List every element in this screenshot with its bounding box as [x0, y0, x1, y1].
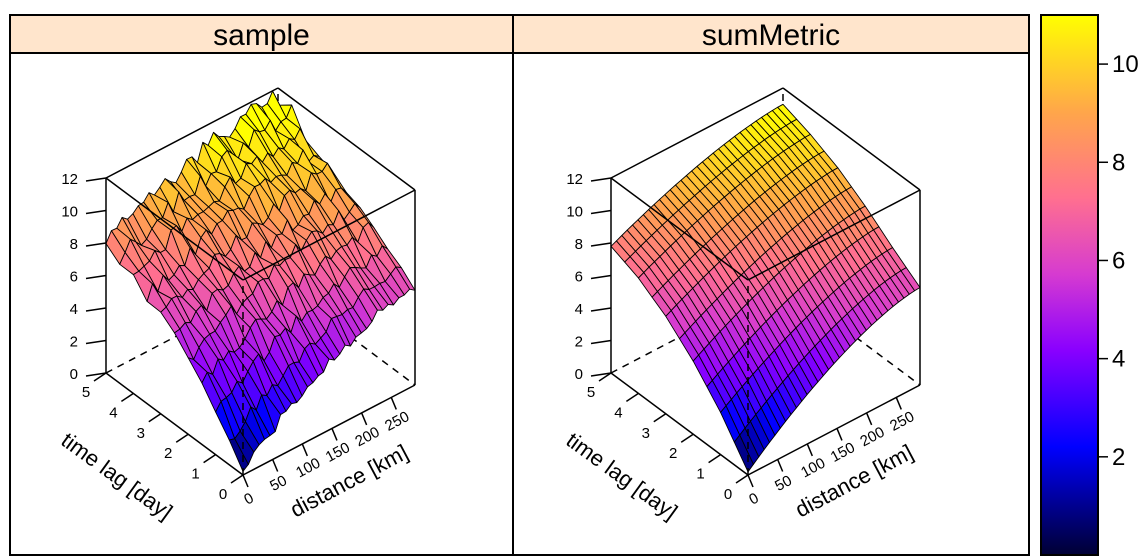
z-tick-label: 4 — [70, 301, 78, 318]
z-tick-label: 6 — [575, 269, 583, 286]
y-tick-mark — [708, 453, 722, 464]
x-tick-mark — [865, 412, 873, 426]
y-tick-mark — [625, 392, 639, 403]
surface-mesh — [105, 90, 416, 472]
y-tick-label: 0 — [724, 486, 732, 503]
box-edge — [610, 177, 749, 281]
z-tick-mark — [590, 339, 612, 345]
box-edge — [242, 189, 416, 281]
z-tick-label: 10 — [61, 204, 78, 221]
surface-facet — [228, 438, 249, 472]
z-tick-mark — [85, 177, 107, 182]
colorbar: 2 4 6 8 10 — [1040, 14, 1139, 556]
box-edge — [747, 189, 921, 281]
z-axis: 0 2 4 6 8 10 12 — [61, 171, 107, 383]
z-tick-label: 2 — [575, 334, 583, 351]
x-tick-mark — [242, 474, 249, 488]
box-edge — [782, 87, 921, 191]
z-tick-label: 12 — [566, 171, 583, 188]
z-tick-label: 8 — [70, 236, 78, 253]
x-tick-mark — [301, 443, 309, 457]
box-edge — [747, 384, 921, 476]
z-tick-mark — [590, 372, 612, 377]
y-tick-label: 3 — [642, 425, 650, 442]
z-tick-mark — [85, 209, 107, 215]
x-tick-mark — [747, 474, 754, 488]
x-tick-mark — [390, 397, 397, 410]
y-tick-label: 2 — [164, 445, 172, 462]
z-tick-mark — [590, 307, 612, 312]
box-edge — [242, 384, 416, 476]
y-tick-mark — [653, 413, 667, 423]
y-tick-label: 2 — [669, 445, 677, 462]
box-edge — [105, 87, 279, 179]
y-tick-mark — [598, 372, 612, 382]
y-tick-label: 4 — [614, 404, 622, 421]
z-tick-mark — [590, 177, 612, 182]
strip-bg-sample — [9, 14, 514, 54]
z-tick-label: 0 — [70, 366, 78, 383]
box-edge — [610, 372, 749, 476]
z-tick-mark — [85, 242, 107, 247]
z-tick-mark — [85, 372, 107, 377]
y-tick-mark — [680, 433, 694, 443]
box-edge — [105, 372, 244, 476]
colorbar-tick-label: 6 — [1112, 247, 1125, 274]
box-edge — [277, 87, 416, 191]
y-tick-mark — [203, 453, 217, 464]
colorbar-tick-label: 4 — [1112, 346, 1125, 373]
panel-title-sample: sample — [213, 19, 310, 52]
y-tick-label: 1 — [191, 466, 199, 483]
colorbar-tick-label: 8 — [1112, 149, 1125, 176]
z-tick-label: 4 — [575, 301, 583, 318]
z-tick-mark — [85, 339, 107, 345]
z-tick-label: 0 — [575, 366, 583, 383]
y-tick-mark — [148, 413, 162, 423]
y-tick-mark — [175, 433, 189, 443]
y-tick-label: 0 — [219, 486, 227, 503]
colorbar-tick-label: 10 — [1112, 51, 1139, 78]
z-tick-label: 6 — [70, 269, 78, 286]
z-tick-mark — [590, 274, 612, 280]
colorbar-gradient — [1040, 14, 1099, 556]
y-tick-label: 3 — [137, 425, 145, 442]
y-tick-label: 5 — [587, 384, 595, 401]
y-tick-label: 1 — [696, 466, 704, 483]
surface-facet — [733, 434, 754, 473]
x-tick-mark — [895, 397, 902, 410]
box-edge — [610, 87, 784, 179]
y-tick-mark — [93, 372, 107, 382]
surface-mesh — [610, 103, 921, 473]
z-tick-mark — [85, 307, 107, 312]
y-tick-label: 5 — [82, 384, 90, 401]
z-tick-mark — [590, 242, 612, 247]
x-tick-label: 50 — [772, 472, 795, 495]
z-tick-label: 10 — [566, 204, 583, 221]
strip-bg-sumMetric — [512, 14, 1030, 54]
x-tick-mark — [806, 443, 814, 457]
x-tick-mark — [331, 428, 338, 441]
colorbar-tick-label: 2 — [1112, 444, 1125, 471]
x-tick-label: 50 — [267, 472, 290, 495]
y-tick-label: 4 — [109, 404, 117, 421]
box-edge — [105, 177, 244, 281]
z-tick-mark — [590, 209, 612, 215]
z-axis: 0 2 4 6 8 10 12 — [566, 171, 612, 383]
x-tick-mark — [271, 459, 279, 472]
z-tick-mark — [85, 274, 107, 280]
z-tick-label: 2 — [70, 334, 78, 351]
panel-title-sumMetric: sumMetric — [702, 19, 840, 52]
y-tick-mark — [120, 392, 134, 403]
x-tick-mark — [776, 459, 784, 472]
z-tick-label: 12 — [61, 171, 78, 188]
y-tick-mark — [230, 474, 244, 484]
y-tick-mark — [735, 474, 749, 484]
x-tick-mark — [360, 412, 368, 426]
x-tick-mark — [836, 428, 843, 441]
z-tick-label: 8 — [575, 236, 583, 253]
